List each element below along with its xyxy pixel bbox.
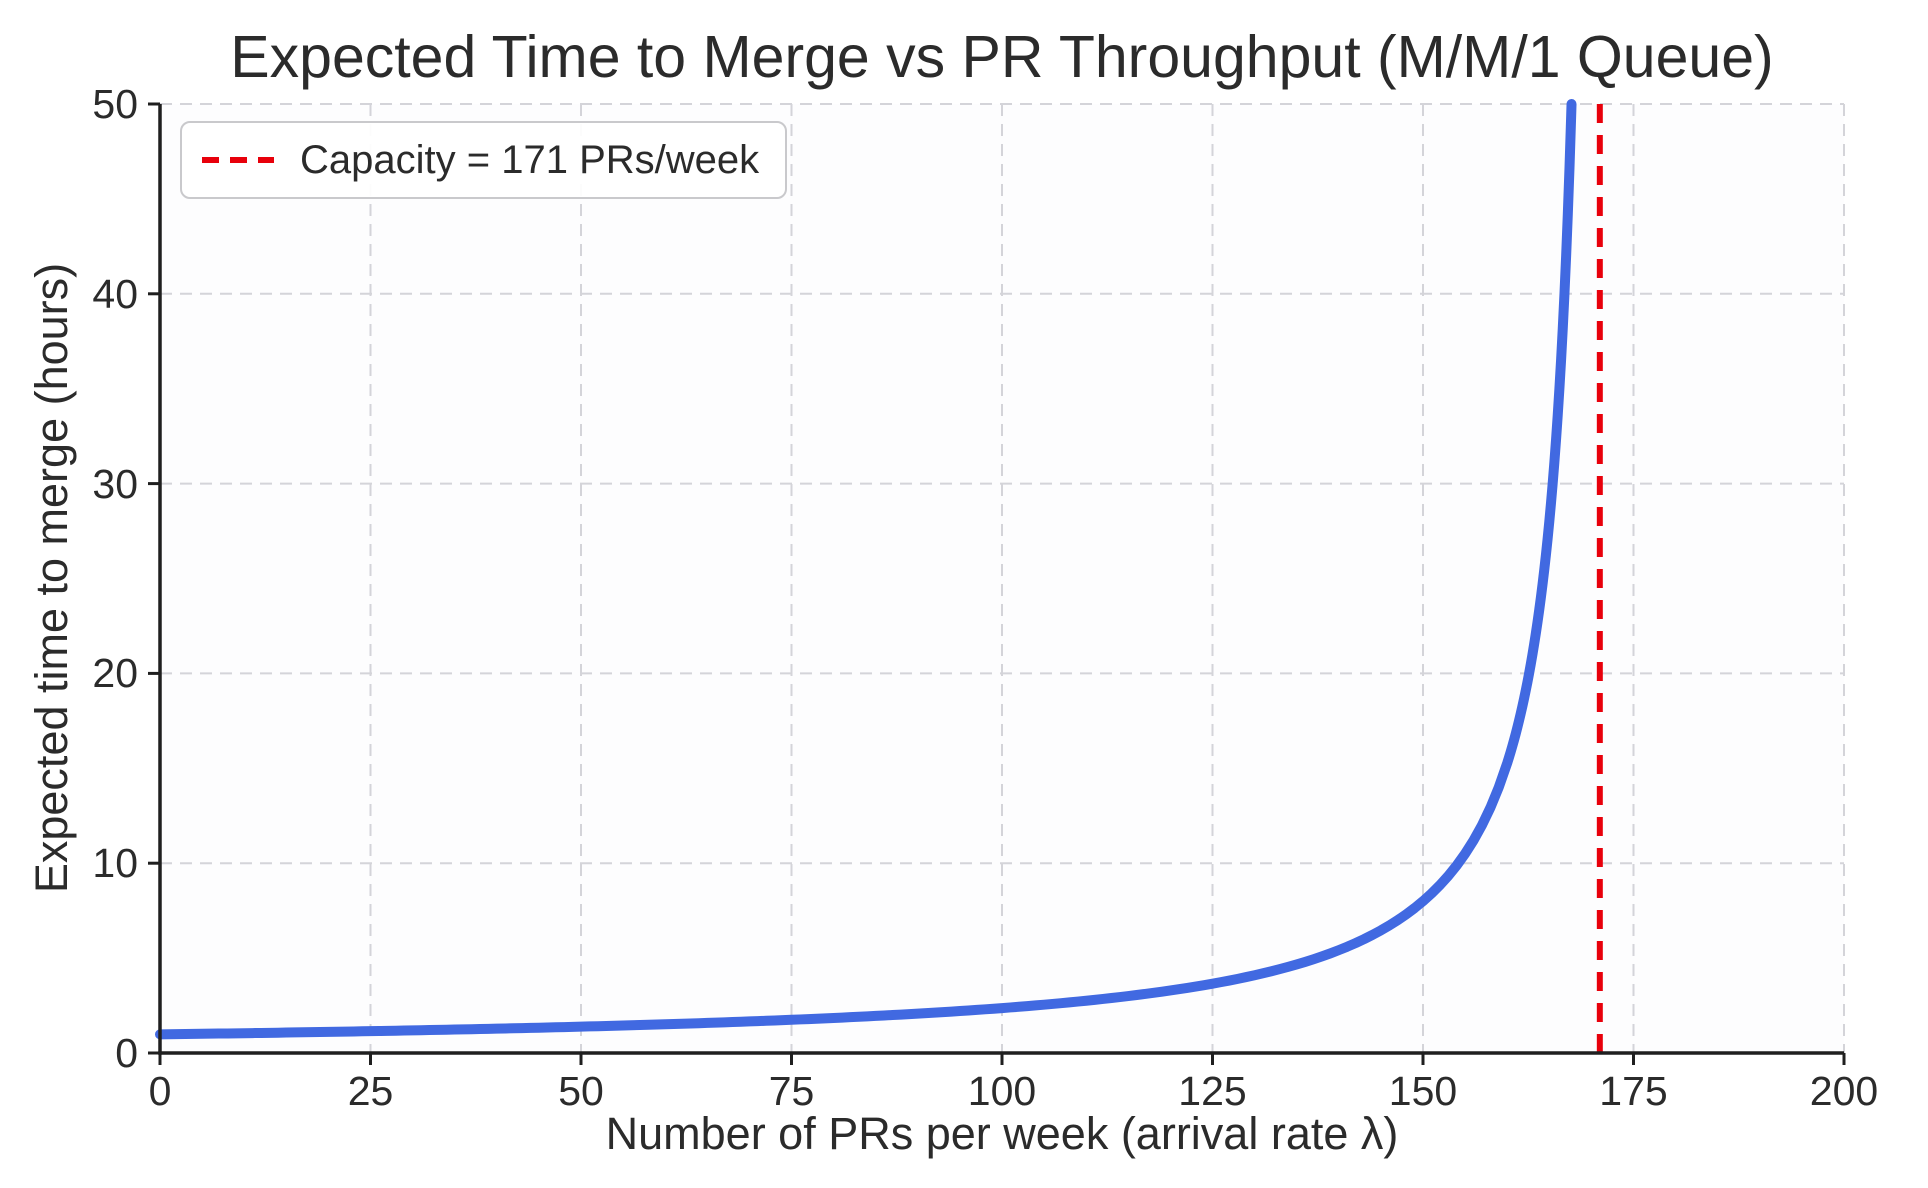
y-tick-label: 0 bbox=[115, 1030, 138, 1076]
x-tick-label: 75 bbox=[768, 1068, 815, 1114]
merge-time-curve bbox=[155, 99, 1577, 1040]
chart-title: Expected Time to Merge vs PR Throughput … bbox=[230, 24, 1774, 90]
x-tick-label: 200 bbox=[1809, 1068, 1879, 1114]
y-tick-label: 40 bbox=[92, 270, 138, 317]
plot-area bbox=[148, 99, 1846, 1065]
y-tick-label: 30 bbox=[92, 460, 138, 507]
plot-canvas bbox=[148, 99, 1846, 1065]
x-tick-label: 50 bbox=[558, 1068, 604, 1114]
x-tick-label: 175 bbox=[1599, 1068, 1668, 1114]
x-tick-label: 25 bbox=[347, 1068, 394, 1114]
y-tick-label: 10 bbox=[92, 840, 138, 887]
y-tick-label: 50 bbox=[92, 81, 138, 127]
y-tick-label: 20 bbox=[92, 650, 138, 697]
x-tick-label: 100 bbox=[967, 1068, 1037, 1114]
y-axis-label: Expected time to merge (hours) bbox=[26, 262, 77, 894]
x-tick-label: 125 bbox=[1178, 1068, 1247, 1114]
legend: Capacity = 171 PRs/week bbox=[180, 121, 788, 199]
x-axis-label: Number of PRs per week (arrival rate λ) bbox=[605, 1108, 1399, 1159]
legend-label: Capacity = 171 PRs/week bbox=[300, 138, 760, 182]
x-tick-label: 0 bbox=[148, 1068, 172, 1114]
x-tick-label: 150 bbox=[1388, 1068, 1458, 1114]
legend-dash-icon bbox=[202, 157, 274, 163]
